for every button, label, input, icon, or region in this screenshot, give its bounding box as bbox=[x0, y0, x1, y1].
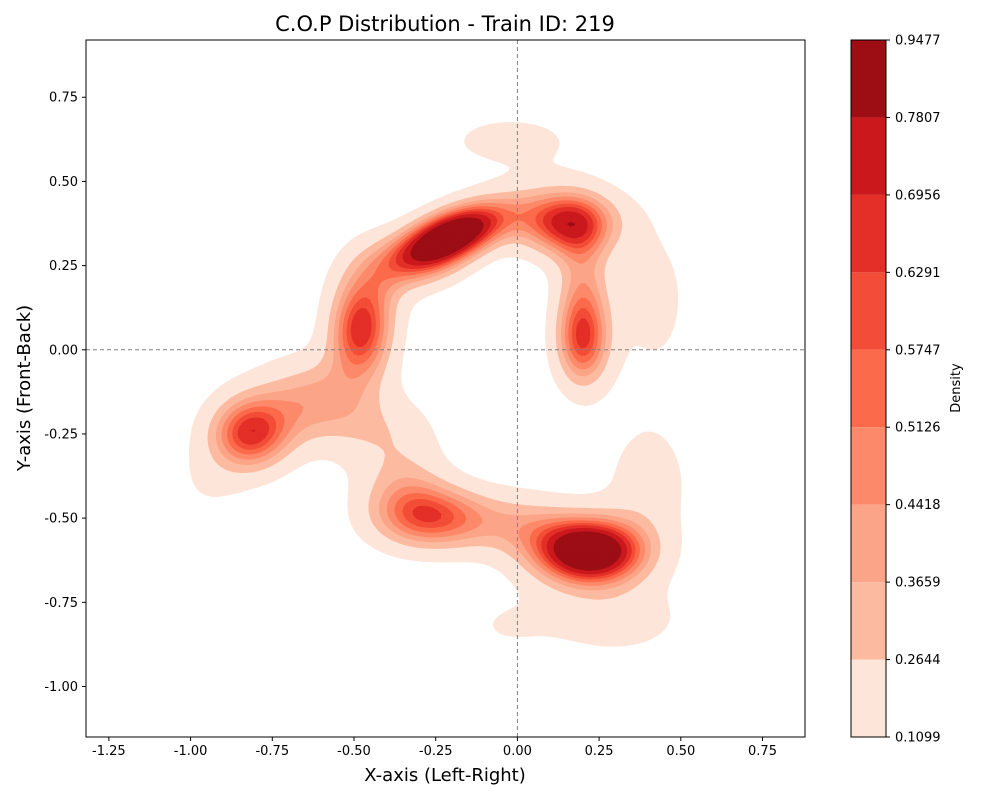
colorbar-block-4 bbox=[851, 427, 886, 505]
colorbar-tick-label: 0.5747 bbox=[895, 343, 941, 358]
chart-title: C.O.P Distribution - Train ID: 219 bbox=[275, 12, 615, 36]
x-tick-label: -0.75 bbox=[255, 744, 289, 759]
colorbar-tick-label: 0.6956 bbox=[895, 188, 941, 203]
colorbar-tick-label: 0.4418 bbox=[895, 498, 941, 513]
plot-area bbox=[85, 39, 806, 738]
density-contours bbox=[188, 122, 682, 647]
x-axis-label: X-axis (Left-Right) bbox=[364, 765, 526, 786]
colorbar-block-6 bbox=[851, 272, 886, 350]
x-tick-label: -0.50 bbox=[337, 744, 371, 759]
colorbar-label: Density bbox=[949, 363, 964, 413]
colorbar-block-3 bbox=[851, 504, 886, 583]
x-tick-label: 0.75 bbox=[748, 744, 777, 759]
x-tick-label: 0.50 bbox=[666, 744, 695, 759]
y-tick-label: -0.75 bbox=[44, 596, 78, 611]
colorbar-tick-label: 0.1099 bbox=[895, 731, 941, 746]
x-axis-ticks: -1.25 -1.00 -0.75 -0.50 -0.25 0.00 0.25 0.50 0.7… bbox=[92, 737, 777, 759]
colorbar-frame bbox=[850, 39, 887, 738]
x-tick-label: -0.25 bbox=[419, 744, 453, 759]
colorbar-block-7 bbox=[851, 194, 886, 273]
y-tick-label: 0.75 bbox=[49, 91, 78, 106]
y-tick-label: 0.00 bbox=[49, 343, 78, 358]
colorbar-block-2 bbox=[851, 582, 886, 660]
colorbar-tick-label: 0.5126 bbox=[895, 421, 941, 436]
y-tick-label: 0.50 bbox=[49, 175, 78, 190]
x-tick-label: -1.00 bbox=[174, 744, 208, 759]
x-tick-label: 0.25 bbox=[585, 744, 614, 759]
y-tick-label: -0.50 bbox=[44, 512, 78, 527]
colorbar-tick-label: 0.6291 bbox=[895, 266, 941, 281]
contour-band-9 bbox=[410, 217, 622, 571]
x-tick-label: -1.25 bbox=[92, 744, 126, 759]
y-axis-ticks: 0.75 0.50 0.25 0.00 -0.25 -0.50 -0.75 -1.00 bbox=[44, 91, 86, 695]
colorbar-tick-label: 0.2644 bbox=[895, 653, 941, 668]
reference-lines bbox=[86, 40, 805, 737]
colorbar-block-9 bbox=[851, 40, 886, 118]
colorbar-tick-label: 0.7807 bbox=[895, 111, 941, 126]
colorbar-tick-label: 0.3659 bbox=[895, 576, 941, 591]
y-axis-label: Y-axis (Front-Back) bbox=[14, 305, 35, 472]
y-tick-label: 0.25 bbox=[49, 259, 78, 274]
y-tick-label: -1.00 bbox=[44, 680, 78, 695]
x-tick-label: 0.00 bbox=[503, 744, 532, 759]
y-tick-label: -0.25 bbox=[44, 427, 78, 442]
colorbar-block-5 bbox=[851, 349, 886, 428]
plot-frame bbox=[85, 39, 806, 738]
colorbar-ticks: 0.1099 0.2644 0.3659 0.4418 0.5126 0.5747 0.62… bbox=[886, 34, 941, 746]
colorbar-blocks bbox=[851, 40, 886, 737]
colorbar: 0.1099 0.2644 0.3659 0.4418 0.5126 0.5747 0.62… bbox=[850, 34, 964, 746]
colorbar-tick-label: 0.9477 bbox=[895, 34, 941, 49]
colorbar-block-1 bbox=[851, 659, 886, 737]
colorbar-block-8 bbox=[851, 117, 886, 195]
